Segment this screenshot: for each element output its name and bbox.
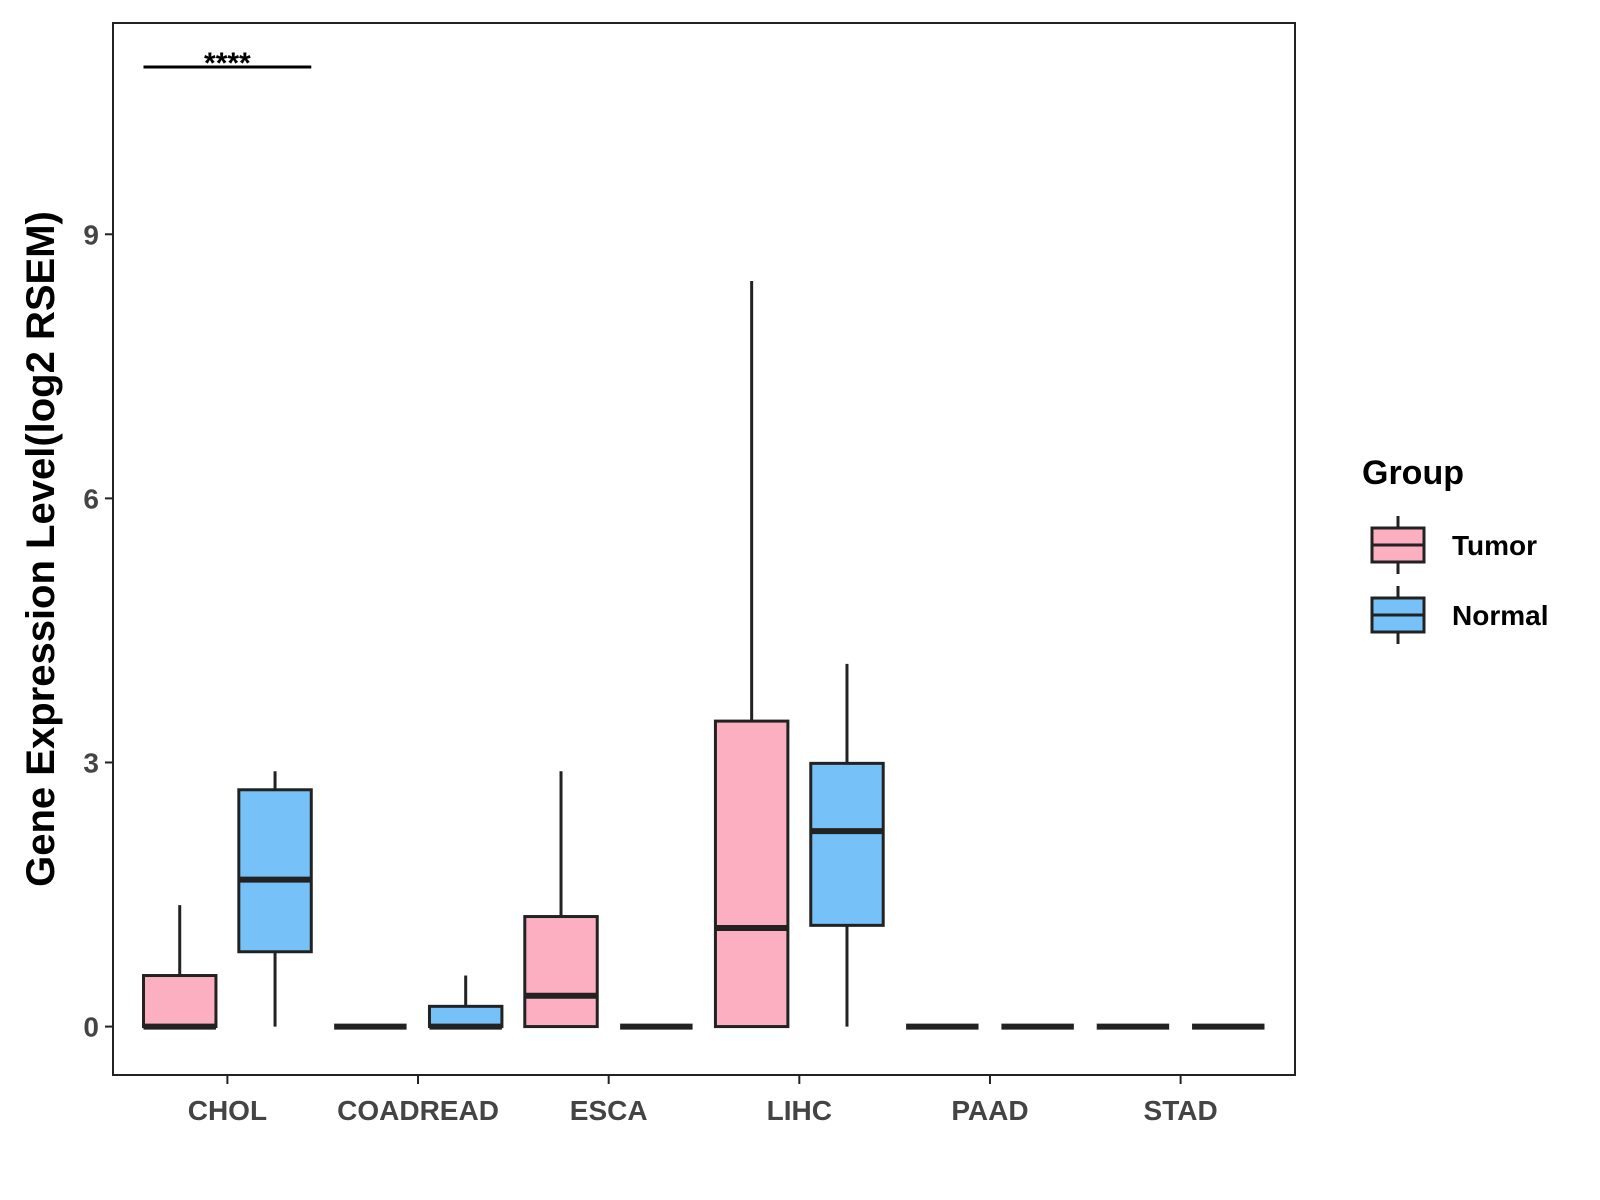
- legend-title: Group: [1362, 454, 1464, 492]
- box-rect-normal-lihc: [809, 761, 885, 927]
- legend-label-tumor: Tumor: [1452, 530, 1537, 561]
- x-tick-label-esca: ESCA: [570, 1095, 648, 1126]
- box-rect-tumor-chol: [142, 974, 218, 1029]
- significance-label-chol: ****: [204, 47, 251, 80]
- x-tick-label-lihc: LIHC: [767, 1095, 832, 1126]
- legend: Group Tumor Normal: [1362, 454, 1548, 644]
- legend-item-normal: Normal: [1370, 586, 1548, 644]
- box-tumor-lihc: [713, 280, 790, 1029]
- chart-axes: 0 3 6 9 CHOL COADREAD ESCA LIHC PAAD STAD: [83, 219, 1217, 1126]
- x-tick-label-paad: PAAD: [951, 1095, 1028, 1126]
- y-tick-label-9: 9: [83, 219, 99, 250]
- x-tick-label-coadread: COADREAD: [337, 1095, 499, 1126]
- y-axis-title: Gene Expression Level(log2 RSEM): [19, 211, 63, 887]
- x-tick-label-chol: CHOL: [188, 1095, 267, 1126]
- box-tumor-chol: [142, 905, 218, 1030]
- box-rect-tumor-lihc: [713, 719, 790, 1029]
- box-normal-coadread: [427, 975, 504, 1030]
- chart-marks: ****: [142, 47, 1265, 1030]
- box-normal-chol: [237, 771, 313, 1027]
- y-tick-label-6: 6: [83, 483, 99, 514]
- box-rect-normal-coadread: [427, 1004, 504, 1029]
- box-rect-tumor-esca: [523, 915, 599, 1029]
- box-normal-lihc: [809, 663, 885, 1027]
- legend-label-normal: Normal: [1452, 600, 1548, 631]
- y-tick-label-3: 3: [83, 747, 99, 778]
- box-rect-normal-chol: [237, 788, 313, 954]
- box-tumor-esca: [523, 771, 599, 1029]
- y-tick-label-0: 0: [83, 1012, 99, 1043]
- x-tick-label-stad: STAD: [1144, 1095, 1218, 1126]
- legend-item-tumor: Tumor: [1370, 516, 1537, 574]
